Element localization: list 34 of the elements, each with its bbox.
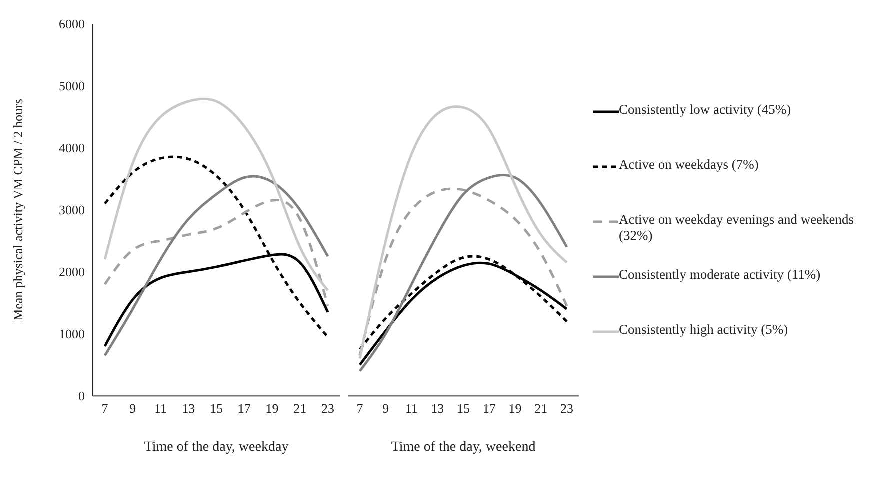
legend-label: Consistently low activity (45%) [619, 102, 792, 118]
line-series [104, 199, 330, 308]
legend-label: Active on weekdays (7%) [619, 157, 759, 173]
y-tick-label: 4000 [59, 140, 85, 156]
y-tick-label: 6000 [59, 16, 85, 32]
x-tick-label: 17 [482, 401, 496, 416]
y-tick-label: 3000 [59, 202, 85, 218]
x-tick-label: 21 [294, 401, 307, 416]
x-tick-label: 17 [238, 401, 252, 416]
x-tick-label: 13 [431, 401, 444, 416]
x-tick-label: 19 [266, 401, 279, 416]
x-tick-label: 11 [405, 401, 418, 416]
x-tick-label: 9 [382, 401, 390, 416]
legend-label: Active on weekday evenings and weekends (32%) [619, 212, 856, 244]
y-tick-label: 1000 [59, 326, 85, 342]
y-axis-title: Mean physical activity VM CPM / 2 hours [10, 99, 26, 321]
x-tick-label: 23 [322, 401, 334, 416]
x-tick-label: 15 [457, 401, 470, 416]
x-tick-label: 7 [102, 401, 109, 416]
x-tick-label: 15 [210, 401, 223, 416]
x-tick-label: 23 [560, 401, 574, 416]
y-tick-label: 0 [78, 388, 85, 404]
x-tick-label: 13 [182, 401, 196, 416]
legend-label: Consistently moderate activity (11%) [619, 267, 821, 283]
x-tick-label: 19 [508, 401, 522, 416]
x-tick-label: 21 [534, 401, 548, 416]
x-tick-label: 9 [130, 401, 136, 416]
legend-label: Consistently high activity (5%) [619, 322, 788, 338]
x-tick-label: 7 [356, 401, 364, 416]
y-tick-label: 2000 [59, 264, 85, 280]
x-axis-title: Time of the day, weekend [391, 440, 536, 455]
x-tick-label: 11 [154, 401, 168, 416]
x-axis-title: Time of the day, weekday [144, 440, 289, 455]
y-tick-label: 5000 [59, 78, 85, 94]
